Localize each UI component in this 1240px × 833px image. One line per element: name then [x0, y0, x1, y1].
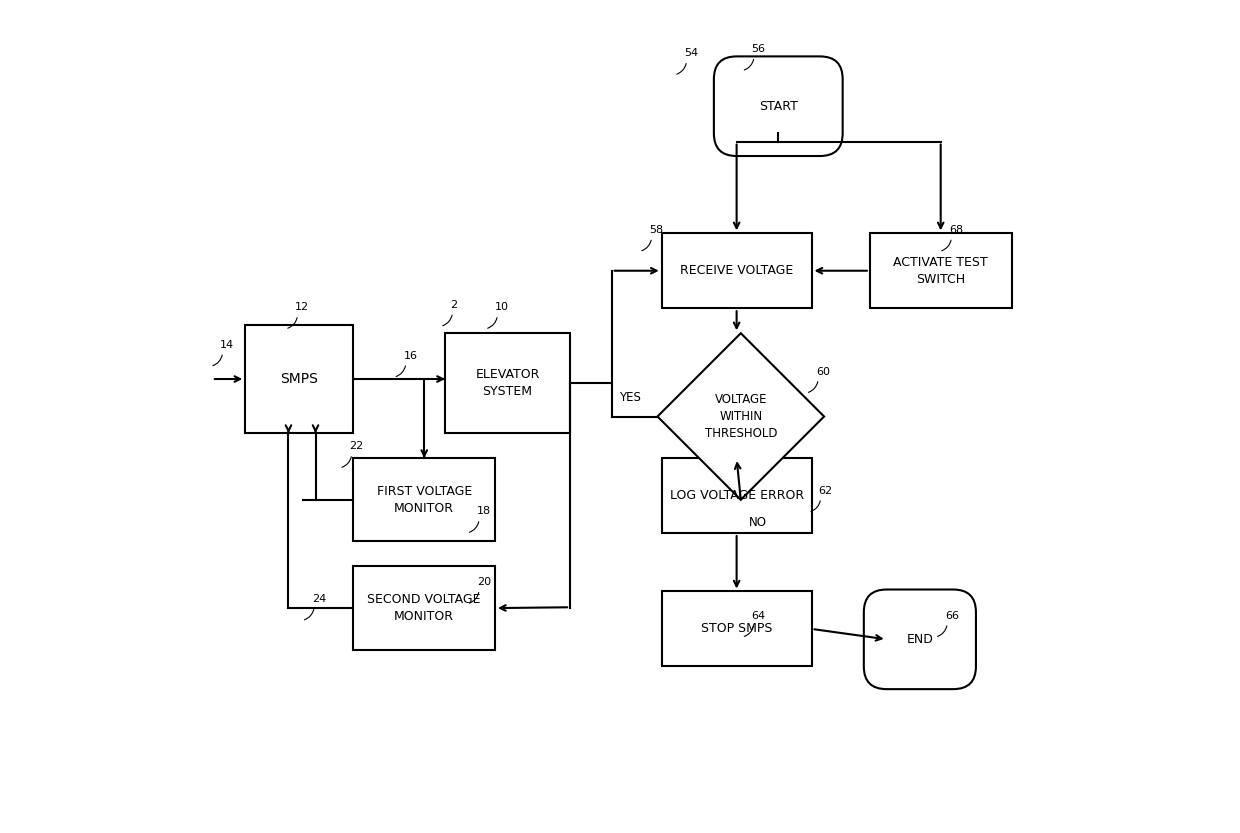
Text: 18: 18 [476, 506, 491, 516]
Text: STOP SMPS: STOP SMPS [701, 622, 773, 636]
Polygon shape [657, 333, 825, 500]
Text: 68: 68 [949, 225, 963, 235]
Text: VOLTAGE
WITHIN
THRESHOLD: VOLTAGE WITHIN THRESHOLD [704, 393, 777, 440]
FancyBboxPatch shape [353, 458, 495, 541]
Text: YES: YES [619, 391, 641, 404]
Text: 16: 16 [403, 351, 418, 361]
Text: 10: 10 [495, 302, 510, 312]
Text: ELEVATOR
SYSTEM: ELEVATOR SYSTEM [475, 368, 539, 398]
FancyBboxPatch shape [353, 566, 495, 650]
FancyBboxPatch shape [445, 333, 570, 433]
Text: SECOND VOLTAGE
MONITOR: SECOND VOLTAGE MONITOR [367, 593, 481, 623]
Text: 64: 64 [751, 611, 766, 621]
Text: 20: 20 [476, 577, 491, 587]
Text: 66: 66 [945, 611, 959, 621]
Text: 62: 62 [818, 486, 832, 496]
Text: 24: 24 [311, 594, 326, 604]
FancyBboxPatch shape [246, 325, 353, 433]
FancyBboxPatch shape [864, 590, 976, 689]
Text: RECEIVE VOLTAGE: RECEIVE VOLTAGE [680, 264, 794, 277]
Text: 60: 60 [816, 367, 830, 377]
Text: 22: 22 [350, 441, 363, 451]
FancyBboxPatch shape [662, 458, 812, 533]
Text: 2: 2 [450, 300, 458, 310]
FancyBboxPatch shape [870, 233, 1012, 308]
Text: 54: 54 [684, 48, 698, 58]
Text: LOG VOLTAGE ERROR: LOG VOLTAGE ERROR [670, 489, 804, 502]
Text: START: START [759, 100, 797, 112]
Text: SMPS: SMPS [280, 372, 319, 386]
Text: FIRST VOLTAGE
MONITOR: FIRST VOLTAGE MONITOR [377, 485, 472, 515]
Text: NO: NO [749, 516, 768, 530]
FancyBboxPatch shape [662, 591, 812, 666]
Text: 56: 56 [751, 44, 765, 54]
Text: ACTIVATE TEST
SWITCH: ACTIVATE TEST SWITCH [893, 256, 988, 286]
FancyBboxPatch shape [662, 233, 812, 308]
Text: 14: 14 [221, 340, 234, 350]
Text: END: END [906, 633, 934, 646]
Text: 58: 58 [650, 225, 663, 235]
Text: 12: 12 [295, 302, 309, 312]
FancyBboxPatch shape [714, 57, 843, 156]
